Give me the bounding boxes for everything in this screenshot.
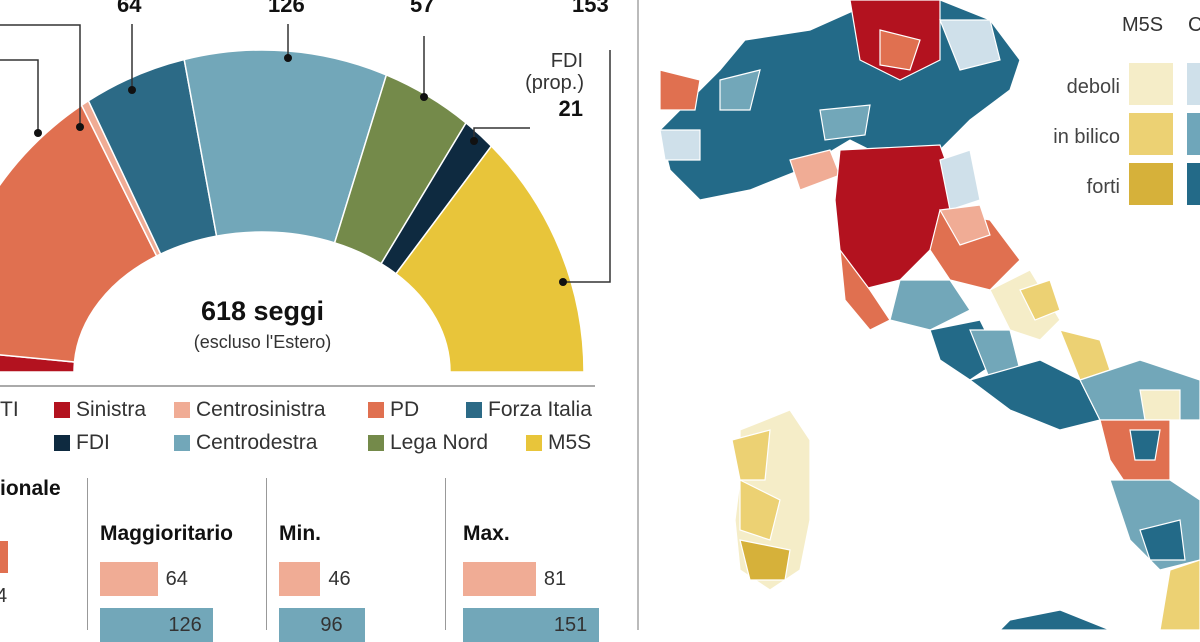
bars-partial-heading: ionale [0,477,61,500]
bars-divider [445,478,446,630]
map-region [739,539,791,581]
label-m5s: 153 [572,0,609,17]
bar-centrosinistra [279,562,321,596]
map-region [719,69,761,111]
panel-divider [637,0,639,630]
map-region-sicily [999,609,1111,630]
map-region [839,247,891,331]
leader-dot [128,86,136,94]
map-region [939,149,981,211]
bar-value: 126 [168,614,202,636]
chart-title: 618 seggi [200,296,325,326]
map-legend-swatch [1187,113,1200,155]
leader-dot [284,54,292,62]
leader-dot [34,129,42,137]
bar-group-heading: Min. [279,522,321,545]
map-region [659,129,701,161]
map-legend-row-deboli: deboli [1066,76,1120,98]
segment-pd [0,104,158,363]
leader-line-fdi [473,127,530,140]
map-region [879,29,921,71]
map-region [739,479,781,541]
bar-partial [0,541,8,573]
label-fdi: 21 [558,96,583,121]
map-region [889,279,971,331]
legend-item-fdi: FDI [54,431,110,455]
legend-swatch [54,402,70,418]
map-legend-col-m5s: M5S [1122,14,1164,36]
legend-item-m5s: M5S [526,431,591,455]
label-centrodestra: 126 [268,0,305,17]
leader-line-pd [0,59,39,133]
map-legend-swatch [1129,63,1173,105]
bar-value: 46 [328,568,351,590]
legend-item-centrosinistra: Centrosinistra [174,398,326,422]
map-legend-col-c: C [1188,14,1200,36]
map-region [659,69,701,111]
bar-group-heading: Maggioritario [100,522,234,545]
leader-dot [76,123,84,131]
bars-divider [87,478,88,630]
fdi-note: FDI [550,50,583,72]
legend-swatch [526,435,542,451]
map-region [731,429,771,481]
leader-line-centrosinistra [0,24,81,127]
legend-swatch [174,435,190,451]
legend-swatch [174,402,190,418]
bar-partial-value: 4 [0,585,8,607]
map-region [1159,559,1200,630]
legend-item-centrodestra: Centrodestra [174,431,317,455]
legend-swatch [54,435,70,451]
legend-swatch [368,435,384,451]
bar-group-heading: Max. [463,522,510,545]
legend-item-forza-italia: Forza Italia [466,398,592,422]
legend-item-pd: PD [368,398,419,422]
label-forza-italia: 64 [117,0,142,17]
map-legend-swatch [1129,163,1173,205]
bar-value: 151 [553,614,588,636]
leader-dot [470,137,478,145]
map-legend-row-forti: forti [1086,176,1120,198]
map-region [1019,279,1061,321]
bars-divider [266,478,267,630]
map-legend-swatch [1187,163,1200,205]
leader-dot [420,93,428,101]
map-region [1139,519,1186,561]
bar-value: 96 [320,614,343,636]
chart-subtitle: (escluso l'Estero) [193,332,332,352]
label-lega-nord: 57 [410,0,435,17]
divider [0,385,595,387]
bar-value: 64 [165,568,188,590]
fdi-note-prop: (prop.) [525,72,584,94]
legend-swatch [368,402,384,418]
map-region [989,269,1061,341]
map-region [1139,389,1181,421]
italy-map [659,0,1200,630]
map-region [819,104,871,141]
map-region [1129,429,1161,461]
map-region [939,204,991,246]
bar-centrosinistra [463,562,536,596]
map-region [939,19,1001,71]
legend-item-partial: TI [0,398,19,421]
map-legend-row-in-bilico: in bilico [1053,126,1120,148]
legend-item-lega-nord: Lega Nord [368,431,488,455]
legend-item-sinistra: Sinistra [54,398,146,422]
bar-centrosinistra [100,562,158,596]
map-legend-swatch [1129,113,1173,155]
legend-swatch [466,402,482,418]
leader-line-m5s [563,50,611,283]
seat-semicircle-chart [0,24,611,373]
leader-dot [559,278,567,286]
map-legend-swatch [1187,63,1200,105]
segment-m5s [394,144,585,373]
bar-value: 81 [543,568,567,590]
